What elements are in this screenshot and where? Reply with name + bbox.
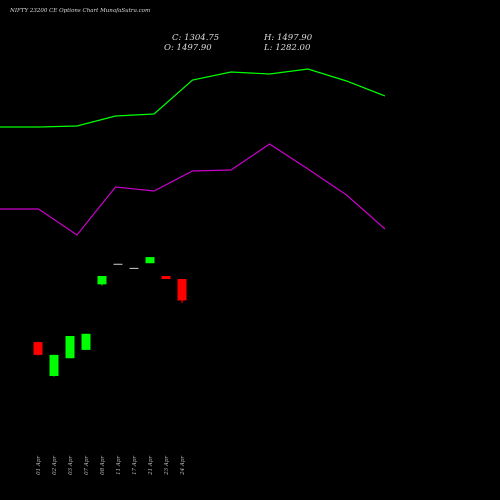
indicator-line <box>0 68 386 128</box>
close-label: C: 1304.75 <box>172 33 219 43</box>
x-tick-label: 23 Apr <box>164 456 170 476</box>
x-tick-label: 11 Apr <box>116 456 122 475</box>
candle-body <box>161 276 171 279</box>
candle-body <box>145 257 155 264</box>
candle-body <box>129 267 139 269</box>
x-tick-label: 07 Apr <box>84 456 90 475</box>
x-tick-label: 21 Apr <box>148 456 154 476</box>
candle-body <box>33 342 43 355</box>
candle-body <box>113 263 123 265</box>
candle-body <box>49 354 59 376</box>
chart-title: NIFTY 23200 CE Options Chart MunafaSutra… <box>9 8 150 14</box>
x-tick-label: 02 Apr <box>52 456 58 475</box>
x-tick-label: 03 Apr <box>68 456 74 475</box>
candle-body <box>97 276 107 285</box>
x-tick-label: 01 Apr <box>36 456 42 475</box>
candle-body <box>65 336 75 359</box>
candle-body <box>177 279 187 301</box>
indicator-line <box>0 143 386 236</box>
high-label: H: 1497.90 <box>263 33 313 43</box>
x-tick-label: 17 Apr <box>132 456 138 475</box>
x-tick-label: 08 Apr <box>100 456 106 475</box>
open-label: O: 1497.90 <box>164 43 212 53</box>
low-label: L: 1282.00 <box>263 43 311 53</box>
x-tick-label: 24 Apr <box>180 456 186 476</box>
candle-body <box>81 333 91 350</box>
